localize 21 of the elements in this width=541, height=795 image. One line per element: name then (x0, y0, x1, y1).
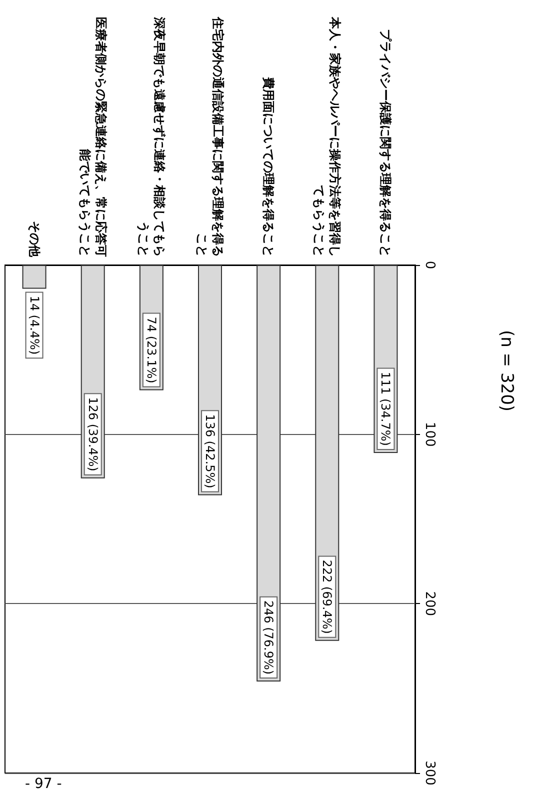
data-label: 126 (39.4%) (86, 397, 100, 472)
data-label: 222 (69.4%) (320, 560, 334, 634)
x-tick-label: 費用面についての理解を得ること (262, 76, 276, 257)
y-tick-label: 100 (422, 422, 437, 447)
data-label: 74 (23.1%) (144, 316, 158, 384)
y-tick-label: 200 (422, 591, 437, 616)
x-tick-label: 深夜早朝でも遠慮せずに連絡・相談してもらうこと (136, 16, 166, 257)
x-tick-label: 本人・家族やヘルパーに操作方法等を習得してもらうこと (312, 16, 342, 257)
data-label: 14 (4.4%) (27, 296, 42, 355)
bar (22, 265, 46, 289)
data-label: 246 (76.9%) (262, 600, 276, 675)
data-label: 111 (34.7%) (378, 372, 393, 446)
text: - 97 - (25, 776, 62, 792)
x-tick-label: 住宅内外の通信設備工事に関する理解を得ること (195, 16, 225, 257)
x-tick-label: その他 (27, 221, 42, 258)
y-tick-label: 0 (422, 260, 437, 270)
x-tick-label: プライバシー保護に関する理解を得ること (378, 29, 393, 257)
x-tick-label: 医療者側からの緊急連絡に備え、常に応答可能でいてもらうこと (78, 17, 108, 257)
y-tick-label: 300 (422, 760, 437, 786)
text: (n = 320) (496, 330, 516, 412)
data-label: 136 (42.5%) (203, 414, 217, 488)
